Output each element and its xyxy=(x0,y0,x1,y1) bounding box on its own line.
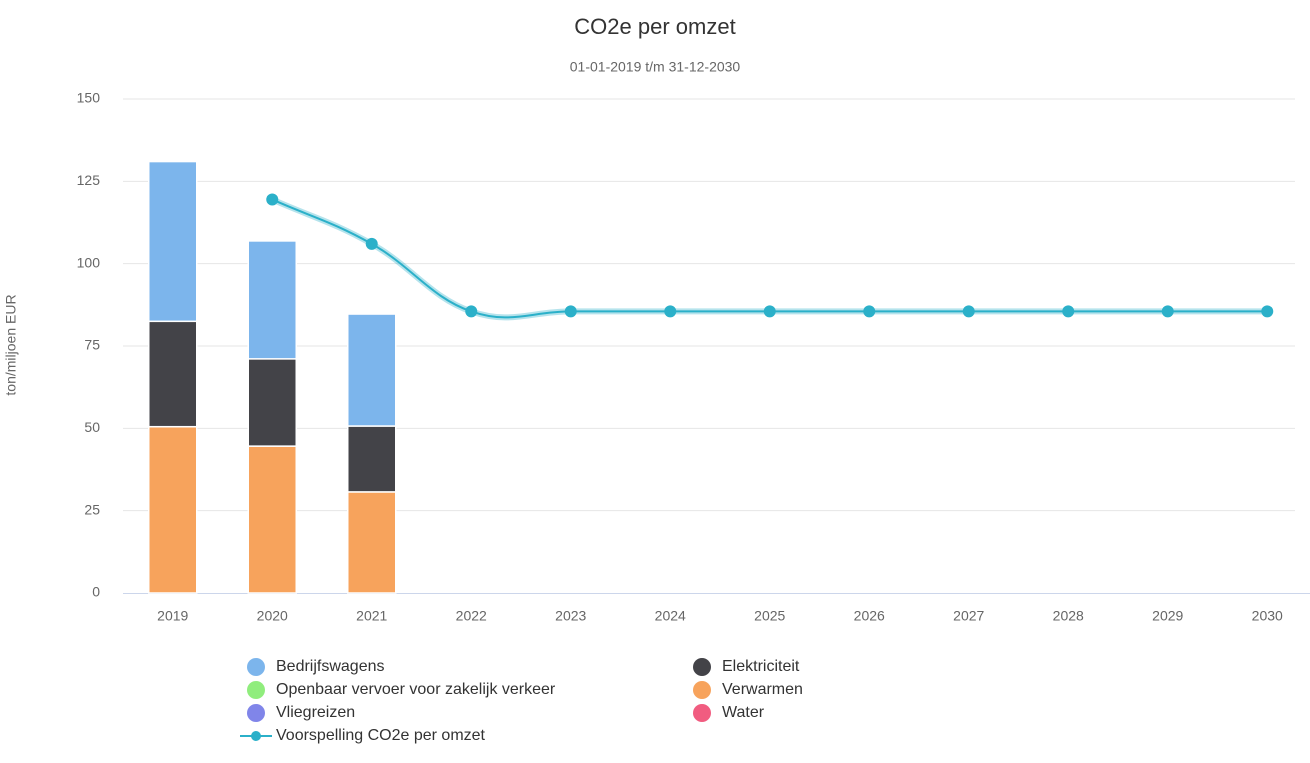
y-tick-label: 75 xyxy=(84,337,100,353)
y-tick-label: 0 xyxy=(92,584,100,600)
legend-marker xyxy=(247,681,265,699)
x-tick-label: 2023 xyxy=(555,608,586,624)
x-tick-label: 2022 xyxy=(456,608,487,624)
x-tick-label: 2025 xyxy=(754,608,785,624)
legend-label: Voorspelling CO2e per omzet xyxy=(276,727,486,744)
line-point xyxy=(1261,305,1274,318)
line-point xyxy=(266,193,279,206)
line-point xyxy=(863,305,876,318)
legend-label: Vliegreizen xyxy=(276,704,355,721)
bar-segment xyxy=(247,358,297,447)
legend-marker xyxy=(247,658,265,676)
line-halo xyxy=(271,196,1268,321)
bar-segment xyxy=(148,320,198,428)
bar-segment xyxy=(347,425,397,493)
y-tick-label: 150 xyxy=(77,90,101,106)
legend-label: Verwarmen xyxy=(722,681,803,698)
x-tick-label: 2019 xyxy=(157,608,188,624)
x-tick-label: 2020 xyxy=(257,608,288,624)
bar-segment xyxy=(148,425,198,594)
y-tick-label: 25 xyxy=(84,501,100,517)
legend-marker xyxy=(693,704,711,722)
legend-marker xyxy=(693,658,711,676)
chart-title: CO2e per omzet xyxy=(574,14,735,39)
legend-label: Water xyxy=(722,704,765,721)
y-tick-label: 50 xyxy=(84,419,100,435)
x-tick-label: 2024 xyxy=(655,608,686,624)
legend-label: Elektriciteit xyxy=(722,658,800,675)
bar-segment xyxy=(347,313,397,427)
bar-segment xyxy=(247,240,297,360)
x-tick-label: 2021 xyxy=(356,608,387,624)
x-tick-label: 2030 xyxy=(1252,608,1283,624)
line-point xyxy=(1161,305,1174,318)
legend-label: Openbaar vervoer voor zakelijk verkeer xyxy=(276,681,556,698)
legend-marker xyxy=(247,704,265,722)
line-point xyxy=(1062,305,1075,318)
legend-marker xyxy=(693,681,711,699)
legend-label: Bedrijfswagens xyxy=(276,658,385,675)
line-point xyxy=(763,305,776,318)
x-tick-label: 2029 xyxy=(1152,608,1183,624)
line-point xyxy=(962,305,975,318)
line-point xyxy=(664,305,677,318)
line-point xyxy=(365,237,378,250)
y-axis-label: ton/miljoen EUR xyxy=(3,294,19,395)
y-tick-label: 100 xyxy=(77,254,101,270)
line xyxy=(271,198,1268,319)
line-point xyxy=(564,305,577,318)
bar-segment xyxy=(247,445,297,594)
y-tick-label: 125 xyxy=(77,172,101,188)
x-tick-label: 2028 xyxy=(1053,608,1084,624)
line-point xyxy=(465,305,478,318)
x-tick-label: 2027 xyxy=(953,608,984,624)
x-tick-label: 2026 xyxy=(854,608,885,624)
legend-marker xyxy=(251,731,261,741)
bar-segment xyxy=(347,491,397,594)
bar-segment xyxy=(148,160,198,323)
chart-subtitle: 01-01-2019 t/m 31-12-2030 xyxy=(570,59,741,75)
